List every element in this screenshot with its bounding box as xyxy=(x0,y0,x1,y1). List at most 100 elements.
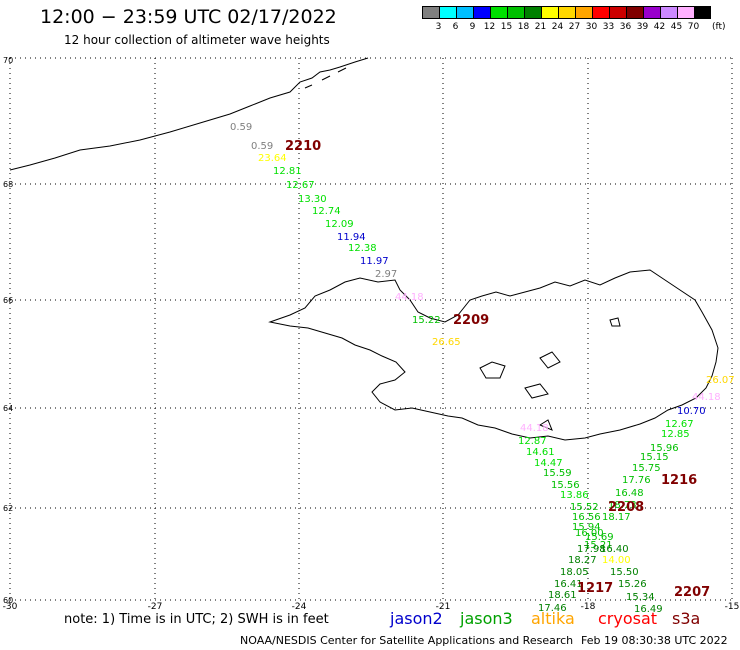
legend-swatch xyxy=(575,6,592,19)
wave-height-reading: 15.75 xyxy=(632,463,661,474)
legend-swatch xyxy=(524,6,541,19)
footer-timestamp: Feb 19 08:30:38 UTC 2022 xyxy=(581,634,728,647)
wave-height-reading: 12.67 xyxy=(286,180,315,191)
legend-label: 42 xyxy=(653,22,666,32)
legend-swatch xyxy=(507,6,524,19)
legend-label: 30 xyxy=(585,22,598,32)
wave-height-reading: 13.30 xyxy=(298,194,327,205)
wave-height-reading: 12.87 xyxy=(518,436,547,447)
footer-credit: NOAA/NESDIS Center for Satellite Applica… xyxy=(240,634,574,647)
legend-swatch xyxy=(694,6,711,19)
pass-time-label: 2210 xyxy=(285,139,321,154)
graticule xyxy=(9,57,733,601)
wave-height-reading: 16.49 xyxy=(634,604,663,615)
wave-height-reading: 16.40 xyxy=(600,544,629,555)
wave-height-reading: 12.81 xyxy=(273,166,302,177)
legend-label: 18 xyxy=(517,22,530,32)
wave-height-reading: 17.76 xyxy=(622,475,651,486)
wave-height-reading: 23.64 xyxy=(258,153,287,164)
wave-height-reading: 12.74 xyxy=(312,206,341,217)
wave-height-reading: 16.41 xyxy=(554,579,583,590)
wave-height-reading: 16.00 xyxy=(575,528,604,539)
legend-label: 70 xyxy=(687,22,700,32)
latitude-label: 64 xyxy=(3,404,14,413)
wave-height-reading: 16.48 xyxy=(615,488,644,499)
wave-height-reading: 15.96 xyxy=(650,443,679,454)
latitude-label: 60 xyxy=(3,596,14,605)
legend-label: 27 xyxy=(568,22,581,32)
wave-height-reading: 12.38 xyxy=(348,243,377,254)
wave-height-reading: 44.18 xyxy=(692,392,721,403)
longitude-label: -15 xyxy=(724,602,740,612)
legend-swatch xyxy=(592,6,609,19)
wave-height-reading: 17.98 xyxy=(577,544,606,555)
legend-label: 6 xyxy=(452,22,459,32)
wave-height-reading: 18.05 xyxy=(560,567,589,578)
wave-height-reading: 15.69 xyxy=(585,532,614,543)
footnote: note: 1) Time is in UTC; 2) SWH is in fe… xyxy=(64,612,329,627)
legend-label: 33 xyxy=(602,22,615,32)
greenland-coastline xyxy=(9,57,369,171)
legend-swatch xyxy=(609,6,626,19)
wave-height-reading: 17.46 xyxy=(538,603,567,614)
wave-height-reading: 14.47 xyxy=(534,458,563,469)
wave-height-reading: 18.61 xyxy=(548,590,577,601)
legend-label: 36 xyxy=(619,22,632,32)
wave-height-reading: 11.94 xyxy=(337,232,366,243)
longitude-label: -27 xyxy=(147,602,163,612)
pass-time-label: 2207 xyxy=(674,585,710,600)
legend-label: 12 xyxy=(483,22,496,32)
altimeter-passes: 0.590.5923.6412.8112.6713.3012.7412.0911… xyxy=(230,122,735,615)
legend-swatch xyxy=(473,6,490,19)
wave-height-reading: 2.97 xyxy=(375,269,397,280)
legend-labels: 3 6 9 12 15 18 21 24 27 30 33 36 39 42 45 70 xyxy=(422,22,702,32)
wave-height-reading: 26.65 xyxy=(432,337,461,348)
wave-height-reading: 44.18 xyxy=(520,423,549,434)
wave-height-reading: 44.18 xyxy=(395,292,424,303)
wave-height-reading: 15.15 xyxy=(640,452,669,463)
wave-height-reading: 15.21 xyxy=(584,540,613,551)
legend-label: 24 xyxy=(551,22,564,32)
legend-swatch xyxy=(490,6,507,19)
wave-height-reading: 11.97 xyxy=(360,256,389,267)
legend-swatch xyxy=(439,6,456,19)
satellite-jason2: jason2 xyxy=(390,609,443,628)
wave-height-reading: 13.86 xyxy=(560,490,589,501)
longitude-label: -21 xyxy=(435,602,451,612)
wave-height-reading: 15.59 xyxy=(543,468,572,479)
wave-height-reading: 14.61 xyxy=(526,447,555,458)
wave-height-reading: 18.27 xyxy=(568,555,597,566)
wave-height-reading: 14.00 xyxy=(602,555,631,566)
wave-height-reading: 12.85 xyxy=(661,429,690,440)
wave-height-reading: 12.09 xyxy=(325,219,354,230)
wave-height-reading: 18.17 xyxy=(602,512,631,523)
wave-height-reading: 26.07 xyxy=(706,375,735,386)
longitude-label: -30 xyxy=(2,602,18,612)
latitude-label: 62 xyxy=(3,504,14,513)
legend-label: 3 xyxy=(435,22,442,32)
legend-label: 21 xyxy=(534,22,547,32)
pass-time-label: 1216 xyxy=(661,473,697,488)
legend-swatch xyxy=(643,6,660,19)
wave-height-reading: 0.59 xyxy=(251,141,273,152)
legend-label: 15 xyxy=(500,22,513,32)
legend-swatch xyxy=(660,6,677,19)
chart-subtitle: 12 hour collection of altimeter wave hei… xyxy=(64,33,330,47)
satellite-altika: altika xyxy=(531,609,575,628)
legend-swatch xyxy=(541,6,558,19)
chart-title: 12:00 − 23:59 UTC 02/17/2022 xyxy=(40,6,337,28)
legend-unit: (ft) xyxy=(712,22,726,32)
legend-swatch xyxy=(677,6,694,19)
pass-time-label: 2208 xyxy=(608,500,644,515)
wave-height-reading: 15.94 xyxy=(572,522,601,533)
color-legend xyxy=(422,6,711,19)
wave-height-reading: 18.73 xyxy=(608,500,637,511)
wave-height-reading: 15.22 xyxy=(412,315,441,326)
wave-height-reading: 15.52 xyxy=(570,502,599,513)
pass-time-label: 1217 xyxy=(577,581,613,596)
wave-height-reading: 12.67 xyxy=(665,419,694,430)
legend-label: 45 xyxy=(670,22,683,32)
latitude-label: 70 xyxy=(3,56,14,65)
wave-height-reading: 10.70 xyxy=(677,406,706,417)
